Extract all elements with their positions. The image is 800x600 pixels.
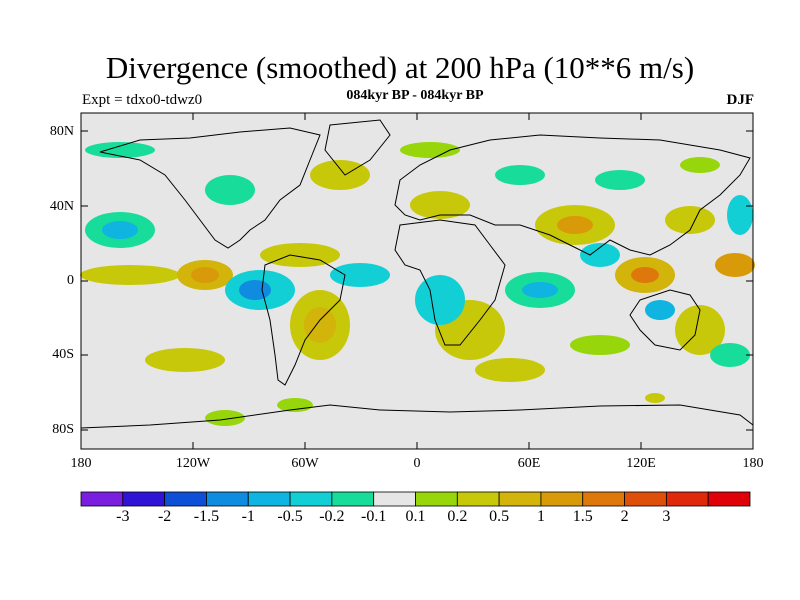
colorbar-tick-label: 1 xyxy=(536,508,545,525)
colorbar-tick-label: -3 xyxy=(116,508,130,525)
colorbar-swatch xyxy=(206,491,249,507)
colorbar-swatch xyxy=(498,491,542,507)
negative-divergence-regions xyxy=(85,142,753,367)
colorbar xyxy=(80,491,751,507)
lon-label-120e: 120E xyxy=(626,456,656,471)
colorbar-tick-label: -0.5 xyxy=(277,508,303,525)
colorbar-swatch xyxy=(247,491,291,507)
lon-label-120w: 120W xyxy=(175,456,211,471)
colorbar-tick-label: 3 xyxy=(662,508,671,525)
australia-outline xyxy=(629,289,701,351)
lat-label-40s: 40S xyxy=(52,347,74,362)
colorbar-tick-label: 0.2 xyxy=(447,508,468,525)
experiment-label: Expt = tdxo0-tdwz0 xyxy=(82,92,203,108)
colorbar-tick-label: -0.2 xyxy=(319,508,345,525)
colorbar-swatch xyxy=(289,491,333,507)
colorbar-swatch xyxy=(415,491,458,507)
eurasia-outline xyxy=(394,134,751,256)
lat-label-eq: 0 xyxy=(67,273,74,288)
plot-title: Divergence (smoothed) at 200 hPa (10**6 … xyxy=(105,50,695,85)
south-america-outline xyxy=(261,254,346,386)
colorbar-swatch xyxy=(665,491,709,507)
colorbar-swatch xyxy=(164,491,207,507)
colorbar-swatch xyxy=(707,491,751,507)
lon-label-180e: 180 xyxy=(742,456,764,471)
colorbar-tick-label: 1.5 xyxy=(572,508,593,525)
continent-outlines xyxy=(80,119,754,429)
plot-subtitle: 084kyr BP - 084kyr BP xyxy=(346,88,484,103)
colorbar-swatch xyxy=(122,491,166,507)
colorbar-swatch xyxy=(540,491,584,507)
colorbar-swatch xyxy=(331,491,375,507)
lat-label-40n: 40N xyxy=(49,199,74,214)
season-label: DJF xyxy=(726,92,755,108)
colorbar-tick-label: 2 xyxy=(620,508,629,525)
colorbar-tick-label: 0.5 xyxy=(489,508,510,525)
lon-label-0: 0 xyxy=(413,456,421,471)
colorbar-swatch xyxy=(456,491,500,507)
africa-outline xyxy=(394,219,506,346)
colorbar-tick-label: -1 xyxy=(241,508,255,525)
colorbar-swatch xyxy=(80,491,124,507)
lat-label-80n: 80N xyxy=(49,124,74,139)
antarctica-outline xyxy=(80,404,754,429)
greenland-outline xyxy=(324,119,391,176)
divergence-map xyxy=(80,112,755,450)
colorbar-swatch xyxy=(582,491,625,507)
colorbar-tick-label: -2 xyxy=(157,508,172,525)
map-ticks xyxy=(81,113,753,449)
lat-label-80s: 80S xyxy=(52,422,74,437)
lon-label-60w: 60W xyxy=(291,456,319,471)
colorbar-swatch xyxy=(373,491,416,507)
lon-label-180w: 180 xyxy=(70,456,92,471)
lon-label-60e: 60E xyxy=(517,456,541,471)
colorbar-tick-label: 0.1 xyxy=(405,508,426,525)
north-america-outline xyxy=(99,127,321,249)
colorbar-swatch xyxy=(624,491,667,507)
colorbar-tick-label: -1.5 xyxy=(193,508,220,525)
colorbar-tick-label: -0.1 xyxy=(361,508,387,525)
